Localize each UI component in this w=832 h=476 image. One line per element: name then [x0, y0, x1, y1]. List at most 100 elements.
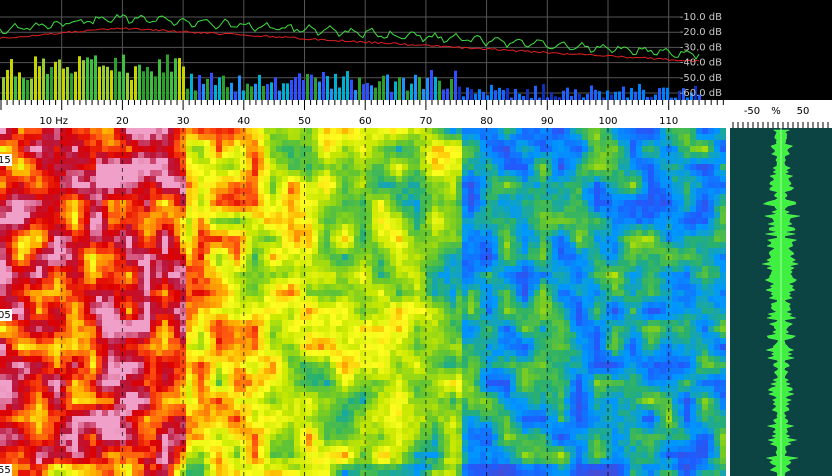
- spectrogram-cell: [618, 206, 624, 212]
- spectrogram-cell: [684, 338, 690, 344]
- spectrogram-cell: [324, 368, 330, 374]
- spectrogram-cell: [228, 128, 234, 134]
- spectrogram-cell: [54, 260, 60, 266]
- spectrogram-cell: [630, 338, 636, 344]
- spectrogram-cell: [486, 308, 492, 314]
- spectrogram-cell: [696, 164, 702, 170]
- spectrogram-cell: [630, 248, 636, 254]
- spectrogram-cell: [624, 308, 630, 314]
- spectrogram-cell: [402, 152, 408, 158]
- spectrogram-cell: [228, 170, 234, 176]
- spectrogram-cell: [324, 290, 330, 296]
- spectrogram-cell: [306, 176, 312, 182]
- spectrogram-cell: [336, 146, 342, 152]
- spectrogram-cell: [108, 212, 114, 218]
- spectrogram-cell: [180, 290, 186, 296]
- spectrogram-cell: [36, 320, 42, 326]
- spectrogram-cell: [306, 260, 312, 266]
- spectrogram-cell: [306, 290, 312, 296]
- spectrogram-cell: [426, 350, 432, 356]
- spectrogram-cell: [444, 134, 450, 140]
- spectrogram-cell: [102, 164, 108, 170]
- spectrogram-cell: [576, 266, 582, 272]
- spectrogram-cell: [678, 344, 684, 350]
- spectrogram-cell: [618, 164, 624, 170]
- spectrogram-cell: [618, 290, 624, 296]
- spectrogram-cell: [276, 158, 282, 164]
- spectrogram-cell: [300, 194, 306, 200]
- spectrogram-cell: [66, 272, 72, 278]
- spectrogram-cell: [204, 284, 210, 290]
- spectrogram-cell: [342, 152, 348, 158]
- spectrogram-cell: [0, 266, 6, 272]
- spectrogram-cell: [420, 176, 426, 182]
- spectrogram-cell: [606, 272, 612, 278]
- spectrogram-cell: [336, 266, 342, 272]
- spectrogram-cell: [534, 290, 540, 296]
- spectrogram-cell: [102, 248, 108, 254]
- spectrogram-cell: [498, 344, 504, 350]
- spectrogram-cell: [522, 284, 528, 290]
- spectrogram-cell: [0, 284, 6, 290]
- spectrogram-cell: [72, 242, 78, 248]
- spectrogram-cell: [384, 272, 390, 278]
- spectrogram-cell: [252, 128, 258, 134]
- spectrogram-cell: [42, 248, 48, 254]
- spectrogram-cell: [222, 302, 228, 308]
- spectrogram-cell: [390, 314, 396, 320]
- spectrogram-cell: [474, 326, 480, 332]
- spectrogram-cell: [168, 236, 174, 242]
- spectrogram-cell: [246, 206, 252, 212]
- spectrogram-cell: [714, 176, 720, 182]
- spectrogram-cell: [156, 362, 162, 368]
- spectrogram-cell: [192, 332, 198, 338]
- spectrogram-cell: [648, 212, 654, 218]
- spectrogram-cell: [210, 212, 216, 218]
- spectrogram-cell: [708, 350, 714, 356]
- spectrogram-cell: [60, 296, 66, 302]
- spectrogram-cell: [426, 152, 432, 158]
- spectrogram-cell: [504, 332, 510, 338]
- spectrogram-cell: [510, 302, 516, 308]
- spectrogram-cell: [120, 338, 126, 344]
- spectrogram-cell: [156, 134, 162, 140]
- spectrogram-cell: [24, 146, 30, 152]
- spectrogram-cell: [360, 152, 366, 158]
- spectrogram-cell: [528, 356, 534, 362]
- spectrogram-cell: [468, 164, 474, 170]
- spectrogram-cell: [54, 182, 60, 188]
- spectrogram-cell: [714, 314, 720, 320]
- spectrogram-cell: [498, 212, 504, 218]
- spectrogram-cell: [444, 344, 450, 350]
- spectrogram-cell: [366, 254, 372, 260]
- spectrogram-cell: [708, 134, 714, 140]
- spectrogram-cell: [12, 146, 18, 152]
- spectrogram-cell: [240, 206, 246, 212]
- spectrogram-cell: [120, 326, 126, 332]
- spectrogram-cell: [498, 260, 504, 266]
- spectrogram-cell: [216, 242, 222, 248]
- spectrogram-cell: [120, 158, 126, 164]
- spectrogram-cell: [6, 134, 12, 140]
- spectrogram-cell: [582, 152, 588, 158]
- spectrogram-cell: [336, 284, 342, 290]
- spectrogram-cell: [582, 320, 588, 326]
- spectrogram-cell: [132, 218, 138, 224]
- spectrogram-cell: [546, 134, 552, 140]
- spectrogram-cell: [432, 326, 438, 332]
- spectrogram-cell: [174, 200, 180, 206]
- spectrogram-cell: [636, 164, 642, 170]
- spectrogram-cell: [192, 284, 198, 290]
- spectrogram-cell: [642, 194, 648, 200]
- spectrogram-cell: [576, 188, 582, 194]
- spectrogram-cell: [558, 338, 564, 344]
- spectrogram-cell: [552, 212, 558, 218]
- spectrogram-cell: [540, 152, 546, 158]
- spectrogram-cell: [0, 326, 6, 332]
- spectrogram-cell: [420, 260, 426, 266]
- spectrogram-cell: [144, 212, 150, 218]
- spectrogram-cell: [306, 368, 312, 374]
- spectrogram-cell: [342, 134, 348, 140]
- spectrogram-cell: [636, 266, 642, 272]
- spectrogram-cell: [702, 230, 708, 236]
